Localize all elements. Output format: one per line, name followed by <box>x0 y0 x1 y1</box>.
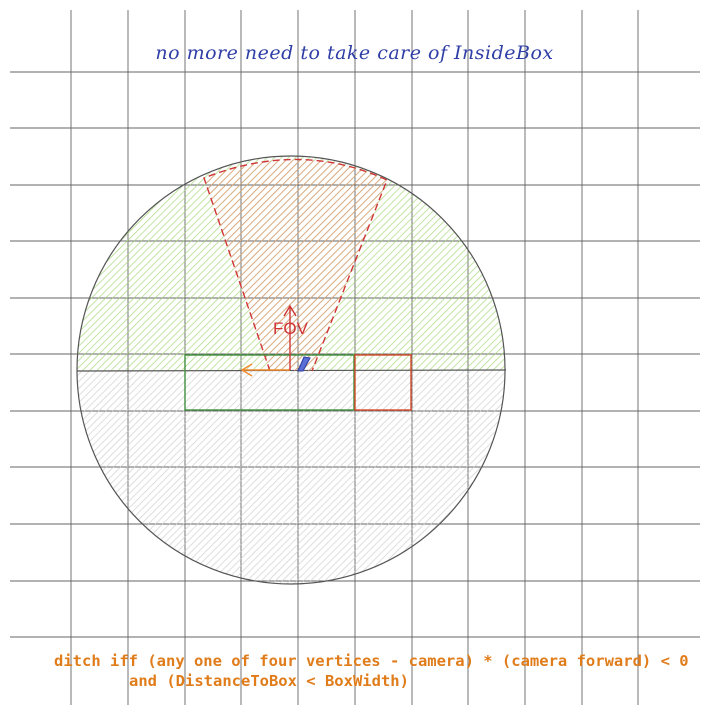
diagram-title: no more need to take care of InsideBox <box>155 42 554 64</box>
fov-label: FOV <box>273 319 308 338</box>
camera-forward-axis <box>297 356 311 372</box>
fov-wedge <box>204 159 387 371</box>
current-box <box>184 354 355 411</box>
neighbor-box <box>354 354 412 411</box>
camera-gizmo <box>240 304 311 377</box>
condition-note-line-1: ditch iff (any one of four vertices - ca… <box>54 652 689 670</box>
condition-note-line-2: and (DistanceToBox < BoxWidth) <box>129 672 409 690</box>
hidden-half-region <box>77 370 505 584</box>
fov-wedge-outline <box>203 158 388 372</box>
